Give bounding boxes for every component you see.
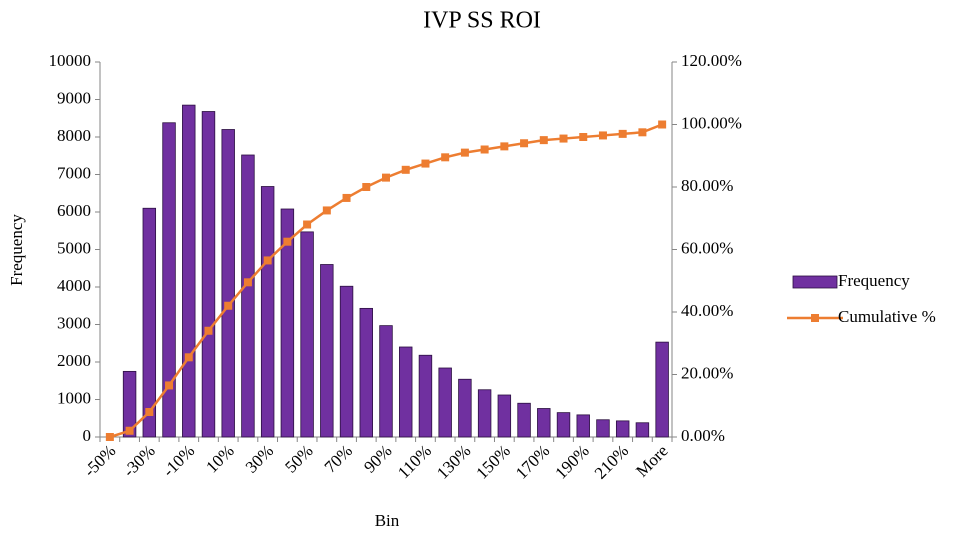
line-marker [401,165,410,174]
bar [359,307,373,438]
line-marker [362,183,371,191]
x-tick-label: -50% [80,441,119,480]
bar [221,129,235,438]
bar [182,104,196,438]
line-marker [559,134,568,143]
bar [458,378,472,438]
y-tick-label: 8000 [57,126,91,145]
bar [596,419,610,438]
y-tick-label: 5000 [57,238,91,257]
y-tick-label: 2000 [57,351,91,370]
y2-tick-label: 40.00% [681,301,733,320]
bar [537,408,551,438]
line-marker [382,173,390,182]
x-tick-label: 90% [360,441,395,476]
y-tick-label: 0 [83,426,92,445]
line-marker [204,326,213,335]
x-tick-label: 130% [433,441,474,482]
x-tick-label: -30% [119,441,158,480]
legend-label: Frequency [838,271,910,290]
line-marker [145,408,154,416]
x-tick-label: 110% [394,441,435,482]
y-tick-label: 4000 [57,276,91,295]
bar [556,412,571,438]
line-marker [539,136,548,145]
line-marker [243,278,252,287]
bar [497,394,512,438]
line-marker [480,145,489,154]
legend-marker [811,314,819,322]
line-marker [441,153,450,162]
y-tick-label: 9000 [57,88,91,107]
y-axis-title: Frequency [7,214,26,286]
x-tick-label: 50% [281,441,316,476]
line-marker [520,139,529,148]
x-tick-label: -10% [159,441,198,480]
bar [655,341,669,438]
y2-tick-label: 0.00% [681,426,725,445]
bar [438,367,452,438]
line-marker [618,129,627,138]
x-axis-title: Bin [375,511,400,530]
bar [260,186,275,438]
line-marker [598,131,607,140]
bar [142,207,157,438]
bar [615,420,630,438]
x-tick-label: 70% [321,441,356,476]
legend-swatch [792,275,838,289]
line-marker [263,256,272,265]
bar [399,346,413,438]
chart-title: IVP SS ROI [423,8,541,34]
bar [280,208,295,438]
bar [339,285,354,438]
y2-tick-label: 80.00% [681,176,733,195]
y2-tick-label: 100.00% [681,113,742,132]
line-marker [460,148,469,157]
bar [418,354,433,438]
y2-tick-label: 60.00% [681,238,733,257]
y2-tick-label: 20.00% [681,363,733,382]
x-tick-label: 10% [202,441,237,476]
line-marker [283,237,292,246]
line-marker [579,133,588,141]
line-marker [638,128,647,137]
bar [477,389,492,438]
line-marker [500,142,509,151]
line-marker [105,433,114,441]
x-tick-label: 210% [591,441,632,482]
bar [241,154,255,438]
y-tick-label: 10000 [49,51,92,70]
x-tick-label: 190% [551,441,592,482]
line-marker [184,353,193,362]
line-marker [342,193,351,202]
line-marker [125,426,134,435]
bar [517,402,531,438]
bar [320,264,334,438]
line-marker [322,206,331,215]
x-tick-label: 30% [242,441,277,476]
y-tick-label: 3000 [57,313,91,332]
bar [122,370,137,438]
line-marker [658,120,667,129]
bar [300,231,314,438]
line-marker [421,159,430,168]
legend-label: Cumulative % [838,307,936,326]
y-tick-label: 6000 [57,201,91,220]
line-marker [303,220,312,229]
y2-tick-label: 120.00% [681,51,742,70]
bar [576,414,590,438]
x-tick-label: More [632,441,671,480]
line-marker [165,381,174,390]
line-marker [224,301,233,310]
x-tick-label: 150% [472,441,513,482]
bar [379,325,393,438]
bar [201,111,216,438]
bar [635,422,650,438]
y-tick-label: 1000 [57,388,91,407]
y-tick-label: 7000 [57,163,91,182]
x-tick-label: 170% [512,441,553,482]
bar [162,122,176,438]
